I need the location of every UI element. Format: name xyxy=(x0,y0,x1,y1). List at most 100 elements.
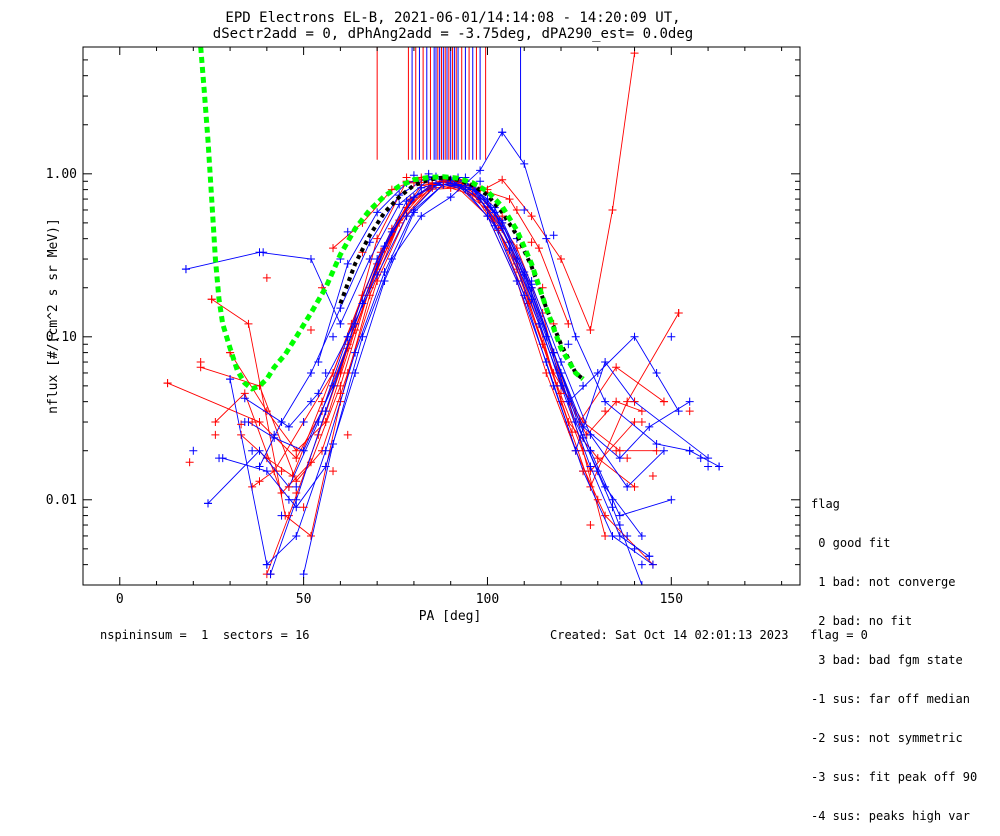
footer-created-info: Created: Sat Oct 14 02:01:13 2023 flag =… xyxy=(550,628,868,642)
data-point xyxy=(571,418,580,427)
series-line-red xyxy=(215,182,657,494)
data-point xyxy=(402,173,411,182)
data-point xyxy=(185,458,194,467)
data-point xyxy=(299,446,308,455)
data-point xyxy=(630,544,639,553)
data-point xyxy=(248,446,257,455)
data-point xyxy=(579,433,588,442)
data-point xyxy=(674,308,683,317)
data-point xyxy=(284,422,293,431)
data-point xyxy=(601,407,610,416)
data-point xyxy=(284,495,293,504)
chart-title-line2: dSectr2add = 0, dPhAng2add = -3.75deg, d… xyxy=(213,26,693,42)
y-tick-label: 0.10 xyxy=(46,330,77,345)
data-point xyxy=(667,332,676,341)
data-point xyxy=(373,270,382,279)
data-point xyxy=(409,208,418,217)
data-point xyxy=(568,428,577,437)
data-point xyxy=(424,169,433,178)
data-point xyxy=(549,231,558,240)
data-point xyxy=(542,234,551,243)
data-point xyxy=(358,332,367,341)
data-point xyxy=(402,212,411,221)
data-point xyxy=(652,446,661,455)
legend-title: flag xyxy=(811,497,840,511)
data-point xyxy=(259,248,268,257)
data-point xyxy=(270,430,279,439)
series-line-red xyxy=(200,185,635,488)
data-point xyxy=(292,446,301,455)
data-point xyxy=(685,397,694,406)
data-point xyxy=(564,340,573,349)
data-point xyxy=(365,255,374,264)
data-point xyxy=(211,418,220,427)
series-line-red xyxy=(211,187,654,565)
data-point xyxy=(608,531,617,540)
data-point xyxy=(612,446,621,455)
data-point xyxy=(645,552,654,561)
data-point xyxy=(615,521,624,530)
data-point xyxy=(579,467,588,476)
data-point xyxy=(608,205,617,214)
data-point xyxy=(630,332,639,341)
chart-plot: EPD Electrons EL-B, 2021-06-01/14:14:08 … xyxy=(46,10,801,624)
legend-item: 2 bad: no fit xyxy=(811,614,913,628)
data-point xyxy=(306,368,315,377)
data-point xyxy=(505,195,514,204)
data-point xyxy=(207,295,216,304)
data-point xyxy=(534,244,543,253)
data-point xyxy=(306,531,315,540)
data-point xyxy=(343,227,352,236)
data-point xyxy=(318,397,326,406)
data-point xyxy=(593,454,602,463)
data-point xyxy=(163,379,172,388)
data-point xyxy=(593,467,602,476)
data-point xyxy=(395,200,404,209)
data-point xyxy=(527,212,536,221)
data-point xyxy=(262,560,271,569)
data-point xyxy=(204,499,213,508)
data-point xyxy=(373,234,382,243)
plot-area xyxy=(163,47,724,585)
data-point xyxy=(329,332,338,341)
data-point xyxy=(343,332,352,341)
data-point xyxy=(593,495,602,504)
data-point xyxy=(226,375,235,384)
data-point xyxy=(520,291,529,300)
data-point xyxy=(262,467,271,476)
data-point xyxy=(520,270,529,279)
legend-item: -3 sus: fit peak off 90 xyxy=(811,770,978,784)
data-point xyxy=(336,389,345,398)
x-tick-label: 0 xyxy=(116,592,124,607)
legend-item: -2 sus: not symmetric xyxy=(811,731,963,745)
y-axis-label: nflux [#/(cm^2 s sr MeV)] xyxy=(46,218,61,414)
data-point xyxy=(527,276,536,285)
data-point xyxy=(637,581,646,585)
data-point xyxy=(557,389,565,398)
data-point xyxy=(498,175,507,184)
data-point xyxy=(549,348,558,357)
plot-frame xyxy=(82,46,801,586)
data-point xyxy=(387,255,396,264)
data-point xyxy=(564,319,573,328)
data-point xyxy=(417,212,426,221)
data-point xyxy=(579,422,588,431)
y-tick-label: 0.01 xyxy=(46,493,77,508)
data-point xyxy=(557,358,565,367)
data-point xyxy=(615,511,624,520)
data-point xyxy=(637,407,646,416)
data-point xyxy=(306,326,315,335)
data-point xyxy=(520,205,529,214)
data-point xyxy=(476,177,485,186)
data-point xyxy=(248,418,257,427)
data-point xyxy=(321,446,330,455)
data-point xyxy=(715,462,724,471)
data-point xyxy=(428,180,437,189)
data-point xyxy=(262,454,271,463)
footer-spin-info: nspininsum = 1 sectors = 16 xyxy=(100,628,310,642)
legend: flag 0 good fit 1 bad: not converge 2 ba… xyxy=(811,472,977,836)
data-point xyxy=(255,462,264,471)
data-point xyxy=(579,381,588,390)
data-point xyxy=(685,446,694,455)
data-point xyxy=(299,503,308,512)
